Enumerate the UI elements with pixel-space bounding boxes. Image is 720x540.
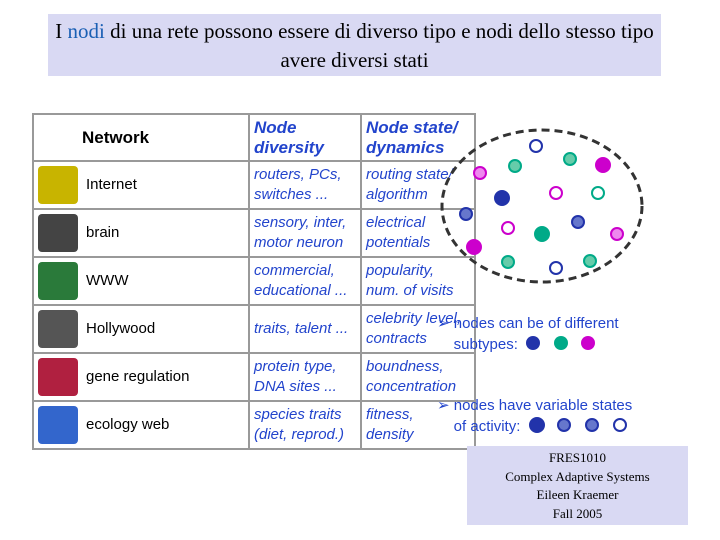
cell-line: contracts: [366, 330, 427, 347]
cell-line: concentration: [366, 378, 457, 395]
bullet-line: subtypes:: [453, 336, 518, 353]
cell-line: potentials: [366, 234, 431, 251]
network-cell: Hollywood: [32, 304, 250, 354]
table-row: Internet routers, PCs, switches ... routing…: [32, 160, 476, 210]
table-row: gene regulation protein type, DNA sites ..…: [32, 352, 476, 402]
cell-line: boundness,: [366, 358, 444, 375]
network-icon: [38, 166, 78, 204]
table-row: Hollywood traits, talent ... celebrity lev…: [32, 304, 476, 354]
cell-line: motor neuron: [254, 234, 344, 251]
network-cell: brain: [32, 208, 250, 258]
bullet-line: nodes can be of different: [453, 315, 619, 332]
network-cell: WWW: [32, 256, 250, 306]
header-cell: Node diversity: [248, 113, 362, 162]
network-cell: ecology web: [32, 400, 250, 450]
title-text: I: [55, 19, 68, 43]
network-name: Internet: [86, 175, 137, 193]
cell-line: protein type,: [254, 358, 337, 375]
state-cell: celebrity level, contracts: [360, 304, 476, 354]
header-cell: Node state/dynamics: [360, 113, 476, 162]
state-cell: boundness, concentration: [360, 352, 476, 402]
table-row: ecology web species traits (diet, reprod.)…: [32, 400, 476, 450]
cell-line: Node: [254, 117, 297, 137]
diversity-cell: traits, talent ...: [248, 304, 362, 354]
header-cell: Network: [32, 113, 250, 162]
network-icon: [38, 406, 78, 444]
network-icon: [38, 262, 78, 300]
network-name: Hollywood: [86, 319, 156, 337]
footer-line: FRES1010: [548, 450, 607, 465]
cell-line: routing state/: [366, 166, 453, 183]
footer-line: Eileen Kraemer: [536, 487, 619, 502]
state-cell: fitness, density: [360, 400, 476, 450]
cell-line: density: [366, 426, 414, 443]
network-cell: Internet: [32, 160, 250, 210]
cell-text: Network: [82, 127, 150, 147]
network-cell: gene regulation: [32, 352, 250, 402]
network-table: Network Node diversity Node state/dynamics I…: [32, 113, 476, 450]
cell-line: routers, PCs,: [254, 166, 342, 183]
diversity-cell: protein type, DNA sites ...: [248, 352, 362, 402]
network-name: WWW: [86, 271, 129, 289]
network-name: brain: [86, 223, 120, 241]
cell-line: (diet, reprod.): [254, 426, 345, 443]
header-row: Network Node diversity Node state/dynamics: [32, 113, 476, 162]
cell-line: diversity: [254, 137, 324, 157]
diversity-cell: commercial, educational ...: [248, 256, 362, 306]
diversity-cell: routers, PCs, switches ...: [248, 160, 362, 210]
title-highlight: nodi: [67, 19, 105, 43]
state-cell: electrical potentials: [360, 208, 476, 258]
state-cell: popularity, num. of visits: [360, 256, 476, 306]
cell-line: num. of visits: [366, 282, 454, 299]
cell-line: DNA sites ...: [254, 378, 337, 395]
table-row: WWW commercial, educational ... popularity,…: [32, 256, 476, 306]
network-icon: [38, 358, 78, 396]
bullet: ➢ nodes have variable states of activity…: [437, 397, 633, 435]
diversity-cell: sensory, inter, motor neuron: [248, 208, 362, 258]
network-icon: [38, 310, 78, 348]
cell-line: switches ...: [254, 186, 329, 203]
network-icon: [38, 214, 78, 252]
cell-line: celebrity level,: [366, 310, 462, 327]
title-text: di una rete possono essere di diverso ti…: [104, 19, 654, 72]
network-name: ecology web: [86, 415, 170, 433]
cell-line: sensory, inter,: [254, 214, 347, 231]
slide-title: I nodi di una rete possono essere di div…: [48, 14, 661, 76]
cell-line: species traits: [254, 406, 342, 423]
cell-line: traits, talent ...: [254, 320, 349, 337]
network-name: gene regulation: [86, 367, 190, 385]
footer-box: FRES1010 Complex Adaptive Systems Eileen K…: [467, 446, 688, 525]
footer-line: Fall 2005: [552, 505, 603, 521]
cell-line: electrical: [366, 214, 426, 231]
cell-line: dynamics: [366, 137, 445, 157]
cell-line: educational ...: [254, 282, 348, 299]
cell-line: Node state/: [366, 117, 458, 137]
table-row: brain sensory, inter, motor neuron electric…: [32, 208, 476, 258]
footer-line: Complex Adaptive Systems: [505, 468, 650, 484]
bullet-line: nodes have variable states: [453, 397, 633, 414]
bullet: ➢ nodes can be of different subtypes:: [437, 315, 619, 353]
cell-line: fitness,: [366, 406, 414, 423]
cell-line: popularity,: [366, 262, 435, 279]
bullet-line: of activity:: [453, 418, 521, 435]
state-cell: routing state/algorithm: [360, 160, 476, 210]
cell-line: algorithm: [366, 186, 428, 203]
diversity-cell: species traits (diet, reprod.): [248, 400, 362, 450]
cell-line: commercial,: [254, 262, 335, 279]
